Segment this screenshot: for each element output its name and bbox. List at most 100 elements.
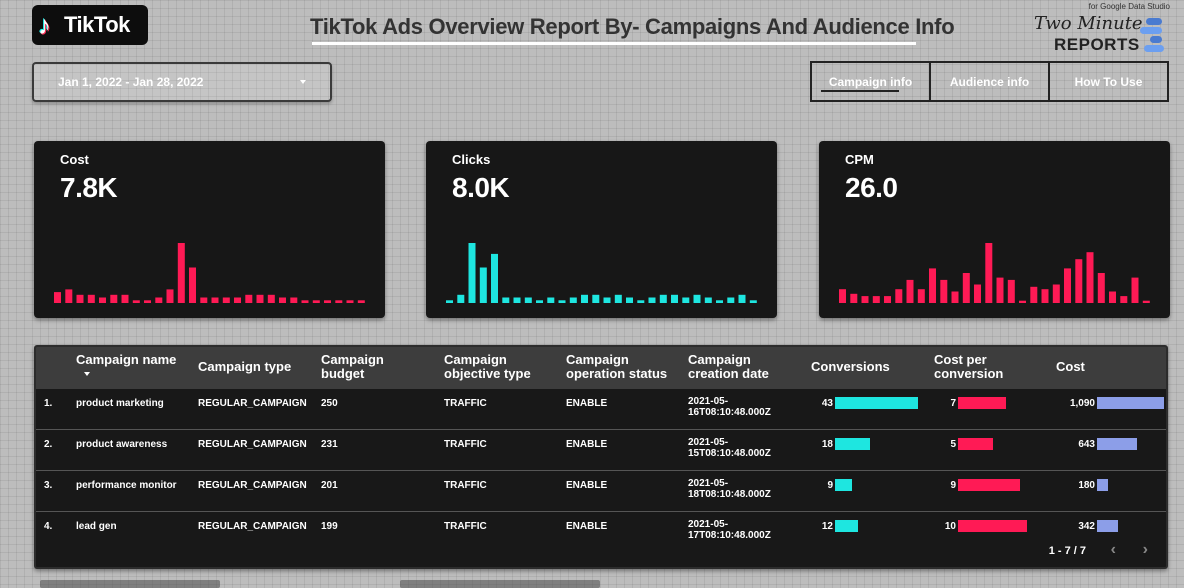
cost-per-conversion-value: 10 <box>944 521 956 532</box>
cost-bar <box>1097 438 1137 450</box>
sparkline-bar <box>267 294 275 303</box>
column-header[interactable]: Campaign budget <box>321 352 384 381</box>
date-range-picker[interactable]: Jan 1, 2022 - Jan 28, 2022 <box>32 62 332 102</box>
column-header[interactable]: Cost <box>1056 359 1085 374</box>
sparkline-bar <box>693 294 701 303</box>
campaign-type: REGULAR_CAMPAIGN <box>198 480 307 491</box>
sparkline-bar <box>1086 252 1094 303</box>
brand-line2: REPORTS <box>1054 35 1140 54</box>
campaign-budget: 199 <box>321 521 338 532</box>
sparkline-bar <box>682 297 690 303</box>
sparkline-bar <box>536 300 543 303</box>
sparkline-bar <box>749 300 757 303</box>
sparkline-bar <box>502 297 510 303</box>
scorecard-value: 8.0K <box>452 172 510 203</box>
sparkline-bar <box>65 289 73 303</box>
cost-value: 1,090 <box>1069 398 1095 409</box>
sparkline-bar <box>592 294 600 303</box>
footer-text-blurred <box>400 580 600 588</box>
conversions-bar <box>835 479 853 491</box>
cost-per-conversion-bar <box>958 397 1007 409</box>
sparkline-bar <box>189 267 196 303</box>
title-underline <box>312 42 916 45</box>
sparkline-bar <box>279 297 286 303</box>
sparkline-bar <box>312 300 320 303</box>
campaign-status: ENABLE <box>566 480 608 491</box>
sparkline-bar <box>155 297 163 303</box>
sparkline-bar <box>222 297 230 303</box>
column-header[interactable]: Campaign objective type <box>444 352 531 381</box>
sparkline-bar <box>211 297 219 303</box>
sparkline-bar <box>200 297 208 303</box>
cost-per-conversion-value: 7 <box>950 398 956 409</box>
campaign-status: ENABLE <box>566 521 608 532</box>
column-header[interactable]: Campaign name <box>76 352 177 367</box>
conversions-value: 18 <box>821 439 833 450</box>
column-header[interactable]: Campaign type <box>198 359 292 374</box>
column-header[interactable]: Conversions <box>811 359 890 374</box>
column-header[interactable]: Cost per conversion <box>934 352 1004 381</box>
campaign-type: REGULAR_CAMPAIGN <box>198 398 307 409</box>
sparkline-bar <box>716 300 723 303</box>
sparkline-bar <box>346 300 354 303</box>
sparkline-bar <box>457 294 465 303</box>
cost-per-conversion-value: 5 <box>950 439 956 450</box>
campaign-creation-date: 2021-05- 16T08:10:48.000Z <box>688 396 771 418</box>
brand-line1: Two Minute <box>1034 13 1143 34</box>
sparkline-bar <box>301 300 309 303</box>
sparkline-bar <box>558 300 566 303</box>
cost-value: 180 <box>1078 480 1095 491</box>
tab-how-to-use[interactable]: How To Use <box>1048 61 1169 102</box>
sparkline-bar <box>962 273 970 303</box>
table-row[interactable]: 1. product marketing REGULAR_CAMPAIGN 250 TR… <box>36 389 1166 430</box>
campaign-creation-date: 2021-05- 15T08:10:48.000Z <box>688 437 771 459</box>
sparkline-bar <box>704 297 712 303</box>
sparkline-bar <box>121 294 129 303</box>
table-row[interactable]: 2. product awareness REGULAR_CAMPAIGN 231 TR… <box>36 430 1166 471</box>
campaign-name: lead gen <box>76 521 117 532</box>
campaign-type: REGULAR_CAMPAIGN <box>198 521 307 532</box>
sparkline-bar <box>245 294 253 303</box>
conversions-value: 12 <box>821 521 833 532</box>
sparkline-bar <box>54 292 61 303</box>
brand-bars-icon <box>1140 18 1168 52</box>
tiktok-note-icon: ♪ ♪ ♪ <box>37 9 52 41</box>
sparkline-bar <box>951 291 959 303</box>
table-row[interactable]: 4. lead gen REGULAR_CAMPAIGN 199 TRAFFIC ENAB… <box>36 512 1166 539</box>
cost-per-conversion-bar <box>958 438 993 450</box>
tab-audience-info[interactable]: Audience info <box>929 61 1050 102</box>
sparkline-bar <box>1120 296 1128 303</box>
row-index: 3. <box>44 480 53 491</box>
column-header[interactable]: Campaign operation status <box>566 352 668 381</box>
sparkline-bar <box>1109 291 1116 303</box>
campaign-objective: TRAFFIC <box>444 398 487 409</box>
sparkline-bar <box>637 300 645 303</box>
sparkline-bar <box>569 297 577 303</box>
campaign-name: performance monitor <box>76 480 177 491</box>
next-page-icon[interactable]: › <box>1142 541 1148 558</box>
date-range-value: Jan 1, 2022 - Jan 28, 2022 <box>58 75 204 89</box>
sparkline-bar <box>1030 286 1038 303</box>
sparkline-chart <box>54 243 365 303</box>
campaign-type: REGULAR_CAMPAIGN <box>198 439 307 450</box>
sparkline-bar <box>1142 300 1150 303</box>
brand-subtitle: for Google Data Studio <box>1088 2 1170 11</box>
sparkline-bar <box>1075 259 1083 303</box>
table-row[interactable]: 3. performance monitor REGULAR_CAMPAIGN 201… <box>36 471 1166 512</box>
tab-campaign-info[interactable]: Campaign info <box>810 61 931 102</box>
sparkline-bar <box>479 267 487 303</box>
sparkline-bar <box>76 294 84 303</box>
scorecard-cost: Cost 7.8K <box>34 141 385 318</box>
prev-page-icon[interactable]: ‹ <box>1110 541 1116 558</box>
conversions-value: 9 <box>827 480 833 491</box>
sparkline-bar <box>290 297 298 303</box>
sparkline-bar <box>850 293 858 303</box>
column-header[interactable]: Campaign creation date <box>688 352 769 381</box>
sparkline-bar <box>446 300 453 303</box>
sort-down-icon[interactable] <box>84 372 90 376</box>
nav-tabs: Campaign info Audience info How To Use <box>810 61 1169 102</box>
cost-bar <box>1097 397 1164 409</box>
sparkline-bar <box>1007 279 1015 303</box>
sparkline-bar <box>1064 268 1071 303</box>
sparkline-bar <box>940 279 948 303</box>
